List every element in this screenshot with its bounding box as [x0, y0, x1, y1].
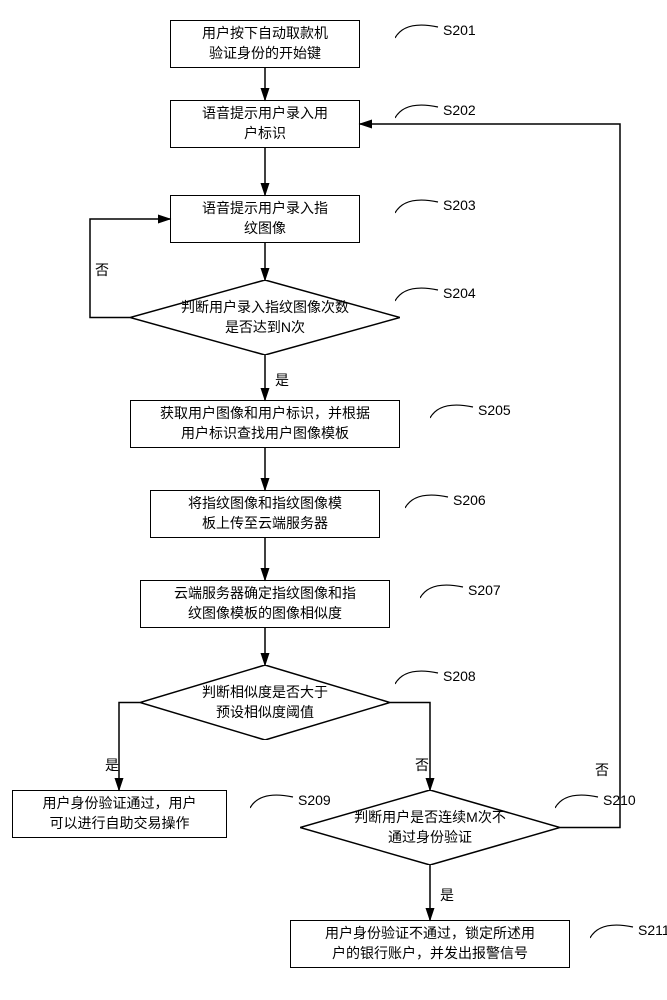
label-s210: S210: [555, 792, 600, 813]
edge-label-yes1: 是: [275, 370, 289, 390]
node-text: 用户身份验证通过，用户可以进行自助交易操作: [43, 794, 197, 833]
edge-label-no2: 否: [415, 755, 429, 775]
edge-label-no3: 否: [595, 760, 609, 780]
edge-label-yes3: 是: [440, 885, 454, 905]
node-text: 云端服务器确定指纹图像和指纹图像模板的图像相似度: [174, 584, 356, 623]
node-s209: 用户身份验证通过，用户可以进行自助交易操作: [12, 790, 227, 838]
node-s208: 判断相似度是否大于预设相似度阈值: [140, 665, 390, 740]
edge-label-no1: 否: [95, 260, 109, 280]
label-s204: S204: [395, 285, 440, 306]
node-text: 将指纹图像和指纹图像模板上传至云端服务器: [188, 494, 342, 533]
node-s204: 判断用户录入指纹图像次数是否达到N次: [130, 280, 400, 355]
label-s206: S206: [405, 492, 450, 513]
node-text: 获取用户图像和用户标识，并根据用户标识查找用户图像模板: [160, 404, 370, 443]
node-s202: 语音提示用户录入用户标识: [170, 100, 360, 148]
node-s206: 将指纹图像和指纹图像模板上传至云端服务器: [150, 490, 380, 538]
label-s209: S209: [250, 792, 295, 813]
label-s207: S207: [420, 582, 465, 603]
node-text: 用户按下自动取款机验证身份的开始键: [202, 24, 328, 63]
node-text: 语音提示用户录入指纹图像: [202, 199, 328, 238]
node-text: 判断相似度是否大于预设相似度阈值: [202, 683, 328, 722]
node-text: 判断用户录入指纹图像次数是否达到N次: [181, 298, 349, 337]
label-s203: S203: [395, 197, 440, 218]
node-text: 用户身份验证不通过，锁定所述用户的银行账户，并发出报警信号: [325, 924, 535, 963]
node-s210: 判断用户是否连续M次不通过身份验证: [300, 790, 560, 865]
node-text: 语音提示用户录入用户标识: [202, 104, 328, 143]
label-s211: S211: [590, 922, 635, 943]
node-s203: 语音提示用户录入指纹图像: [170, 195, 360, 243]
node-s201: 用户按下自动取款机验证身份的开始键: [170, 20, 360, 68]
node-s205: 获取用户图像和用户标识，并根据用户标识查找用户图像模板: [130, 400, 400, 448]
node-s211: 用户身份验证不通过，锁定所述用户的银行账户，并发出报警信号: [290, 920, 570, 968]
label-s205: S205: [430, 402, 475, 423]
label-s208: S208: [395, 668, 440, 689]
node-text: 判断用户是否连续M次不通过身份验证: [354, 808, 506, 847]
edge-label-yes2: 是: [105, 755, 119, 775]
node-s207: 云端服务器确定指纹图像和指纹图像模板的图像相似度: [140, 580, 390, 628]
label-s202: S202: [395, 102, 440, 123]
label-s201: S201: [395, 22, 440, 43]
